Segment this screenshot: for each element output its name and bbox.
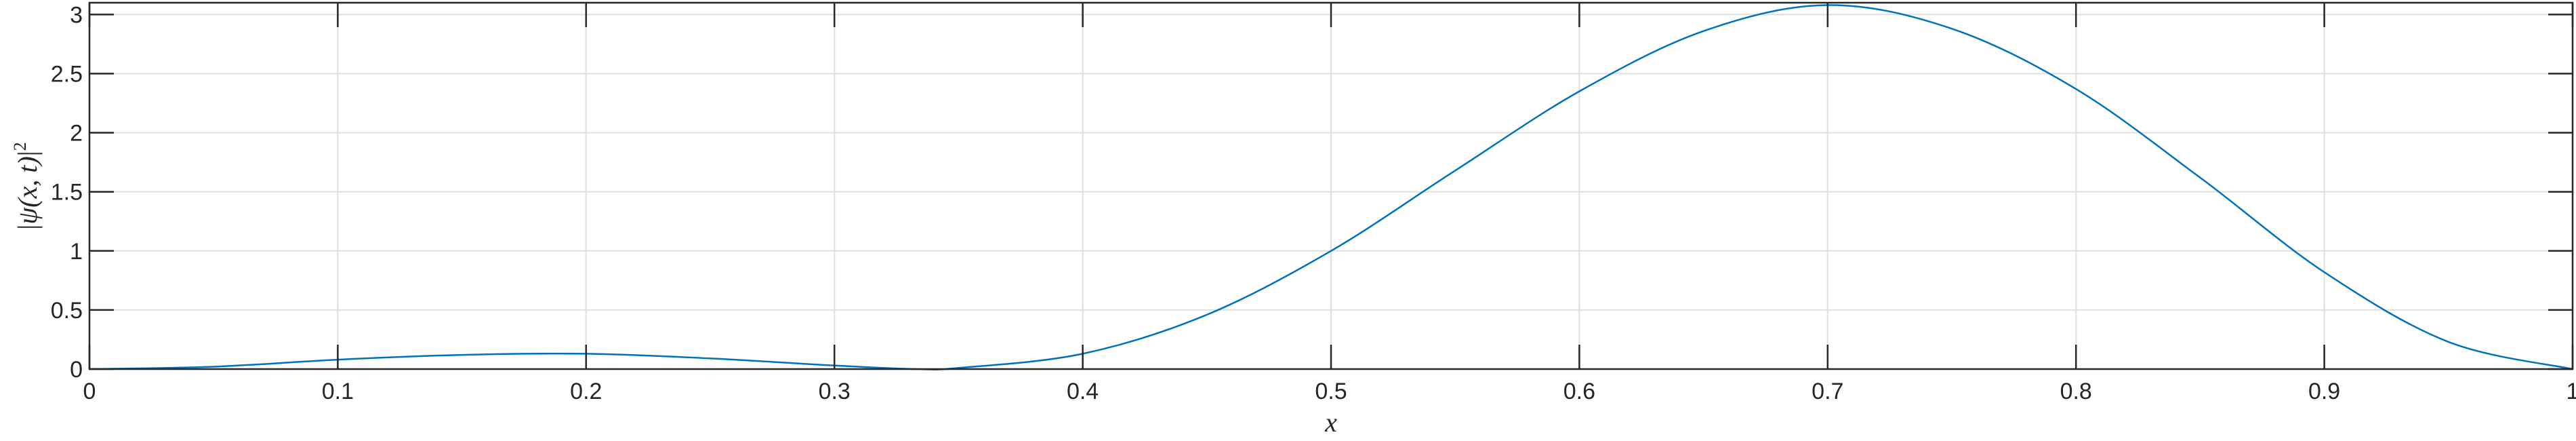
x-tick-label: 0.2 <box>570 379 602 404</box>
x-tick-label: 0 <box>83 379 96 404</box>
x-tick-label: 0.3 <box>819 379 851 404</box>
y-label-args: (x, t) <box>12 156 43 208</box>
y-label-power: 2 <box>10 142 30 151</box>
y-tick-label: 0 <box>70 357 83 383</box>
label-layer: 0 0.1 0.2 0.3 0.4 0.5 0.6 0.7 0.8 0.9 1 0 0.5 1 1.5 2 2.… <box>51 2 2576 404</box>
grid-layer <box>89 3 2573 370</box>
x-tick-label: 0.8 <box>2060 379 2092 404</box>
y-label-psi: ψ <box>12 207 43 225</box>
y-tick-label: 1.5 <box>51 180 83 206</box>
x-tick-label: 0.5 <box>1315 379 1347 404</box>
y-tick-label: 2 <box>70 121 83 147</box>
y-tick-label: 2.5 <box>51 62 83 88</box>
plot-frame <box>88 1 2574 370</box>
x-tick-label: 0.9 <box>2308 379 2340 404</box>
y-tick-label: 3 <box>70 2 83 28</box>
x-tick-label: 0.6 <box>1563 379 1595 404</box>
y-tick-label: 0.5 <box>51 298 83 324</box>
y-label-bar-close: | <box>12 151 43 156</box>
x-tick-label: 0.4 <box>1067 379 1099 404</box>
y-tick-label: 1 <box>70 239 83 265</box>
tick-layer <box>88 3 2574 370</box>
x-tick-label: 0.7 <box>1812 379 1843 404</box>
x-tick-label: 1 <box>2567 379 2576 404</box>
series-layer <box>89 4 2573 371</box>
y-axis-label: |ψ(x, t)|2 <box>10 142 43 229</box>
x-axis-label: x <box>1324 407 1337 438</box>
y-label-bar-open: | <box>12 225 43 230</box>
series-line <box>89 4 2573 371</box>
x-tick-label: 0.1 <box>322 379 354 404</box>
